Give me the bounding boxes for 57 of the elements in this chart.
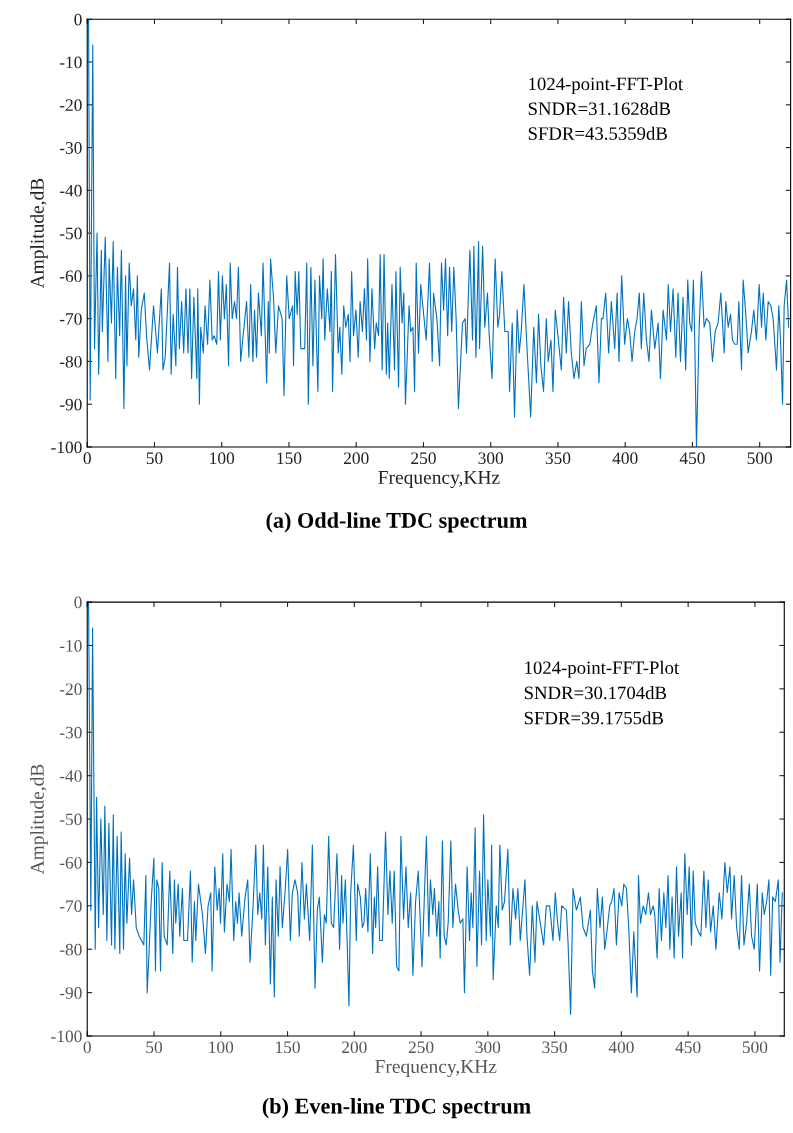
x-tick-label: 200 <box>342 1041 367 1054</box>
x-tick-label: 350 <box>542 1041 567 1054</box>
x-tick-label: 150 <box>276 1041 300 1054</box>
x-tick-label: 350 <box>545 452 571 465</box>
x-tick-label: 0 <box>83 1041 91 1054</box>
x-tick-label: 100 <box>209 1041 234 1054</box>
annotation: 1024-point-FFT-Plot <box>529 77 684 95</box>
x-axis-title: Frequency,KHz <box>375 1060 497 1078</box>
x-tick-label: 400 <box>608 1041 634 1054</box>
x-tick-label: 100 <box>210 452 235 465</box>
x-tick-label: 150 <box>277 452 302 465</box>
x-tick-label: 500 <box>747 452 773 465</box>
x-tick-label: 400 <box>612 452 638 465</box>
y-tick-label: -30 <box>59 726 82 739</box>
y-tick-label: 0 <box>74 13 82 26</box>
x-tick-label: 500 <box>742 1041 768 1054</box>
y-tick-label: -100 <box>51 1030 82 1043</box>
y-tick-label: -30 <box>59 142 82 154</box>
line-series <box>88 19 790 447</box>
annotation: 1024-point-FFT-Plot <box>525 660 680 678</box>
y-tick-label: -70 <box>59 313 82 325</box>
x-tick-label: 450 <box>675 1041 701 1054</box>
y-tick-label: -20 <box>59 683 82 696</box>
annotation: SFDR=43.5359dB <box>528 126 667 140</box>
text: (b) Even-line TDC spectrum <box>262 1098 531 1119</box>
x-tick-label: 250 <box>411 452 436 465</box>
y-tick-label: -80 <box>59 943 82 956</box>
y-tick-label: -90 <box>59 398 82 411</box>
y-tick-label: -90 <box>59 987 82 999</box>
y-tick-label: -50 <box>59 227 82 240</box>
y-tick-label: -70 <box>59 900 82 913</box>
x-tick-label: 300 <box>478 452 504 465</box>
x-tick-label: 50 <box>146 452 163 465</box>
annotation: SFDR=39.1755dB <box>524 711 663 725</box>
y-tick-label: -80 <box>59 355 82 368</box>
y-tick-label: -60 <box>59 856 82 869</box>
y-tick-label: -10 <box>59 56 82 69</box>
x-tick-label: 50 <box>146 1041 163 1054</box>
x-tick-label: 250 <box>408 1041 434 1054</box>
x-tick-label: 200 <box>343 452 369 465</box>
y-tick-label: -100 <box>51 441 82 454</box>
x-tick-label: 0 <box>83 452 91 465</box>
y-tick-label: 0 <box>74 596 82 609</box>
y-tick-label: -40 <box>59 184 82 197</box>
annotation: SNDR=30.1704dB <box>524 686 667 700</box>
y-axis-title: Amplitude,dB <box>30 178 48 289</box>
y-tick-label: -40 <box>59 770 82 782</box>
annotation: SNDR=31.1628dB <box>528 101 671 116</box>
y-tick-label: -50 <box>59 813 82 826</box>
y-tick-label: -60 <box>59 270 82 283</box>
y-axis-title: Amplitude,dB <box>30 764 48 875</box>
text: (a) Odd-line TDC spectrum <box>266 512 528 533</box>
y-tick-label: -10 <box>59 639 82 652</box>
x-tick-label: 450 <box>679 452 705 465</box>
x-axis-title: Frequency,KHz <box>378 471 500 488</box>
y-tick-label: -20 <box>59 99 82 111</box>
x-tick-label: 300 <box>475 1041 501 1054</box>
